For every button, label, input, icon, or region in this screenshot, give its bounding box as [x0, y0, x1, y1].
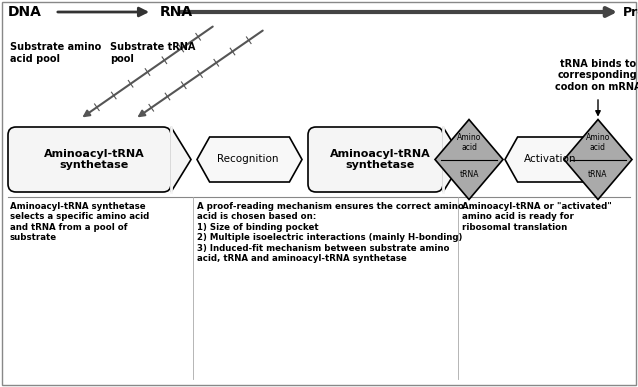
- FancyBboxPatch shape: [8, 127, 171, 192]
- Polygon shape: [505, 137, 600, 182]
- FancyBboxPatch shape: [308, 127, 443, 192]
- Text: Aminoacyl-tRNA
synthetase: Aminoacyl-tRNA synthetase: [44, 149, 145, 170]
- Text: RNA: RNA: [160, 5, 193, 19]
- Text: tRNA binds to
corresponding
codon on mRNA: tRNA binds to corresponding codon on mRN…: [555, 59, 638, 92]
- Text: Aminoacyl-tRNA synthetase
selects a specific amino acid
and tRNA from a pool of
: Aminoacyl-tRNA synthetase selects a spec…: [10, 202, 149, 242]
- Polygon shape: [443, 127, 463, 192]
- Polygon shape: [435, 120, 503, 200]
- Text: Aminoacyl-tRNA or "activated"
amino acid is ready for
ribosomal translation: Aminoacyl-tRNA or "activated" amino acid…: [462, 202, 612, 232]
- Text: Amino
acid: Amino acid: [586, 133, 610, 152]
- Text: Recognition: Recognition: [217, 154, 278, 164]
- Text: Activation: Activation: [524, 154, 577, 164]
- Text: Protein: Protein: [623, 5, 638, 19]
- Text: Substrate amino
acid pool: Substrate amino acid pool: [10, 42, 101, 63]
- Text: DNA: DNA: [8, 5, 42, 19]
- Text: tRNA: tRNA: [459, 170, 478, 179]
- Text: A proof-reading mechanism ensures the correct amino
acid is chosen based on:
1) : A proof-reading mechanism ensures the co…: [197, 202, 464, 263]
- Text: Aminoacyl-tRNA
synthetase: Aminoacyl-tRNA synthetase: [330, 149, 431, 170]
- Polygon shape: [564, 120, 632, 200]
- Text: Substrate tRNA
pool: Substrate tRNA pool: [110, 42, 195, 63]
- Text: tRNA: tRNA: [588, 170, 608, 179]
- Text: Amino
acid: Amino acid: [457, 133, 481, 152]
- Polygon shape: [171, 127, 191, 192]
- Polygon shape: [197, 137, 302, 182]
